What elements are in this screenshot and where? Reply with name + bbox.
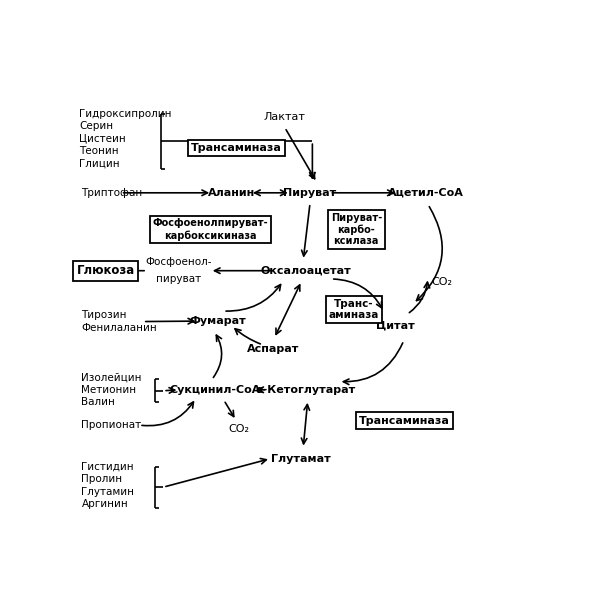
Text: Глицин: Глицин [79,158,120,168]
Text: CO₂: CO₂ [431,277,452,287]
Text: Гистидин: Гистидин [82,462,134,472]
Text: Пируват-
карбо-
ксилаза: Пируват- карбо- ксилаза [331,212,382,246]
Text: Гидроксипролин: Гидроксипролин [79,108,172,118]
Text: Фосфоенолпируват-
карбоксикиназа: Фосфоенолпируват- карбоксикиназа [153,218,269,240]
Text: Изолейцин: Изолейцин [82,372,142,383]
Text: Трансаминаза: Трансаминаза [191,143,281,154]
Text: Пролин: Пролин [82,474,123,484]
Text: Трансаминаза: Трансаминаза [359,415,450,425]
Text: Сукцинил-СоА: Сукцинил-СоА [170,385,261,395]
Text: пируват: пируват [156,274,201,284]
Text: Оксалоацетат: Оксалоацетат [260,266,351,275]
Text: Глутамат: Глутамат [271,453,331,464]
Text: Глутамин: Глутамин [82,487,135,496]
Text: Тирозин: Тирозин [82,310,127,320]
Text: Транс-
аминаза: Транс- аминаза [329,299,379,321]
Text: Аргинин: Аргинин [82,499,128,509]
Text: Пируват: Пируват [284,188,337,198]
Text: Валин: Валин [82,397,115,407]
Text: CO₂: CO₂ [228,424,249,434]
Text: Пропионат: Пропионат [82,420,142,430]
Text: Фосфоенол-: Фосфоенол- [145,258,212,267]
Text: Серин: Серин [79,121,113,131]
Text: Аспарат: Аспарат [247,343,299,353]
Text: Аланин: Аланин [208,188,255,198]
Text: Теонин: Теонин [79,146,119,156]
Text: Триптофан: Триптофан [82,188,142,198]
Text: Цитат: Цитат [376,321,415,331]
Text: Глюкоза: Глюкоза [77,264,135,277]
Text: Лактат: Лактат [263,112,306,122]
Text: α-Кетоглутарат: α-Кетоглутарат [255,385,356,395]
Text: Фумарат: Фумарат [190,316,246,326]
Text: Фенилаланин: Фенилаланин [82,322,157,333]
Text: Метионин: Метионин [82,385,136,395]
Text: Ацетил-СоА: Ацетил-СоА [387,188,464,198]
Text: Цистеин: Цистеин [79,133,126,143]
